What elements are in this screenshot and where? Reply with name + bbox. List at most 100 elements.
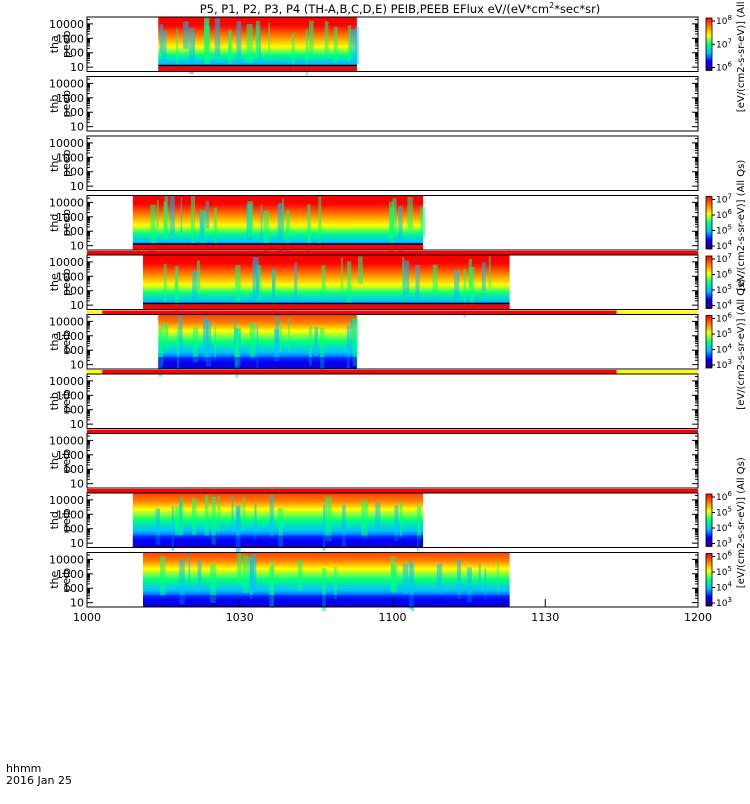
spectrogram-stripe bbox=[155, 508, 161, 545]
spectrogram-stripe bbox=[161, 322, 164, 367]
colorbar-tick-label: 106 bbox=[716, 268, 732, 281]
spectrogram-stripe bbox=[269, 494, 274, 538]
colorbar-tick-label: 106 bbox=[716, 490, 732, 503]
chart-title-tail: *sec*sr) bbox=[554, 2, 600, 16]
spectrogram-stripe bbox=[282, 198, 284, 241]
spectrogram-stripe bbox=[402, 260, 410, 296]
low-energy-band bbox=[132, 245, 424, 250]
y-tick-label: 100 bbox=[63, 225, 84, 238]
spectrogram-stripe bbox=[398, 205, 403, 252]
spectrogram-stripe bbox=[411, 562, 415, 612]
colorbar-tick-label: 104 bbox=[716, 239, 732, 252]
spectrogram-stripe bbox=[394, 505, 399, 541]
colorbar-tick-label: 106 bbox=[716, 61, 732, 74]
colorbar-tick-label: 104 bbox=[716, 299, 732, 312]
spectrogram-stripe bbox=[354, 26, 359, 65]
spectrogram-stripe bbox=[159, 24, 163, 54]
spectrogram-stripe bbox=[176, 28, 178, 70]
spectrogram-stripe bbox=[175, 265, 179, 315]
y-tick-label: 10000 bbox=[49, 315, 84, 328]
spectrogram-stripe bbox=[342, 504, 346, 548]
y-tick-label: 10000 bbox=[49, 137, 84, 150]
spectrogram-stripe bbox=[176, 326, 180, 373]
spectrogram-stripe bbox=[497, 561, 499, 595]
panel-label: thcpeib bbox=[48, 449, 73, 473]
panel-label: thdpeeb bbox=[48, 209, 73, 237]
spectrogram-stripe bbox=[204, 495, 209, 537]
y-tick-label: 100 bbox=[63, 523, 84, 536]
y-tick-label: 1000 bbox=[56, 270, 84, 283]
y-tick-label: 10 bbox=[70, 478, 84, 491]
spectrogram-stripe bbox=[436, 563, 443, 594]
chart-title-main: P5, P1, P2, P3, P4 (TH-A,B,C,D,E) PEIB,P… bbox=[200, 2, 549, 16]
y-tick-label: 1000 bbox=[56, 389, 84, 402]
x-axis-date: 2016 Jan 25 bbox=[6, 774, 72, 787]
spectrogram-stripe bbox=[233, 318, 236, 346]
colorbar-tick-label: 105 bbox=[716, 327, 732, 340]
y-tick-label: 1000 bbox=[56, 32, 84, 45]
spectrogram-stripe bbox=[175, 506, 182, 536]
spectrogram-stripe bbox=[420, 206, 426, 238]
y-tick-label: 1000 bbox=[56, 449, 84, 462]
spectrogram-stripe bbox=[322, 567, 326, 612]
spectrogram-stripe bbox=[324, 21, 329, 54]
spectrogram-stripe bbox=[217, 495, 220, 532]
y-tick-label: 1000 bbox=[56, 211, 84, 224]
spectrogram-stripe bbox=[202, 317, 209, 361]
spectrogram-stripe bbox=[199, 210, 205, 247]
colorbar bbox=[705, 493, 713, 547]
spectrogram-stripe bbox=[352, 318, 358, 367]
spectrogram-stripe bbox=[390, 556, 396, 592]
y-tick-label: 10000 bbox=[49, 494, 84, 507]
spectrogram-stripe bbox=[214, 18, 221, 57]
y-tick-label: 10000 bbox=[49, 18, 84, 31]
colorbar-tick-label: 107 bbox=[716, 37, 732, 50]
colorbar bbox=[705, 196, 713, 250]
spectrogram-stripe bbox=[322, 504, 326, 551]
spectrogram-stripe bbox=[242, 555, 249, 594]
colorbar-tick-label: 106 bbox=[716, 550, 732, 563]
y-tick-label: 10000 bbox=[49, 196, 84, 209]
y-tick-label: 10 bbox=[70, 537, 84, 550]
spectrogram-stripe bbox=[297, 559, 303, 591]
colorbar-tick-label: 104 bbox=[716, 521, 732, 534]
y-tick-label: 1000 bbox=[56, 92, 84, 105]
spectrogram-stripe bbox=[258, 26, 261, 63]
spectrogram-stripe bbox=[271, 268, 276, 309]
spectrogram-stripe bbox=[256, 24, 259, 54]
spectrogram-stripe bbox=[179, 559, 185, 605]
y-tick-label: 1000 bbox=[56, 568, 84, 581]
spectrogram-stripe bbox=[288, 317, 290, 352]
y-tick-label: 10000 bbox=[49, 375, 84, 388]
spectrogram-stripe bbox=[197, 560, 202, 593]
spectrogram-stripe bbox=[180, 196, 183, 233]
spectrogram-stripe bbox=[314, 327, 319, 357]
colorbar-tick-label: 107 bbox=[716, 193, 732, 206]
y-tick-label: 100 bbox=[63, 404, 84, 417]
spectrogram-stripe bbox=[228, 29, 232, 61]
y-tick-label: 10000 bbox=[49, 553, 84, 566]
spectrogram-stripe bbox=[320, 327, 325, 372]
spectrogram-stripe bbox=[237, 552, 242, 585]
colorbar-tick-label: 105 bbox=[716, 224, 732, 237]
status-bar-red bbox=[102, 370, 617, 374]
colorbar bbox=[705, 315, 713, 369]
y-tick-label: 100 bbox=[63, 285, 84, 298]
panels-layer: 10100100010000thapeeb1061071081010010001… bbox=[48, 0, 747, 612]
spectrogram-stripe bbox=[457, 559, 462, 599]
spectrogram-stripe bbox=[375, 502, 381, 531]
y-tick-label: 1000 bbox=[56, 151, 84, 164]
colorbar-title: [eV/(cm2-s-sr-eV)] (All Qs) bbox=[736, 457, 747, 588]
panel-frame bbox=[86, 135, 699, 191]
spectrogram-stripe bbox=[271, 560, 274, 608]
spectrogram-stripe bbox=[291, 33, 295, 71]
spectrogram-stripe bbox=[416, 503, 419, 552]
spectrogram-stripe bbox=[269, 566, 274, 607]
spectrogram-stripe bbox=[183, 21, 189, 50]
colorbar bbox=[705, 553, 713, 607]
low-energy-noise bbox=[143, 595, 510, 607]
spectrogram-stripe bbox=[334, 566, 337, 599]
